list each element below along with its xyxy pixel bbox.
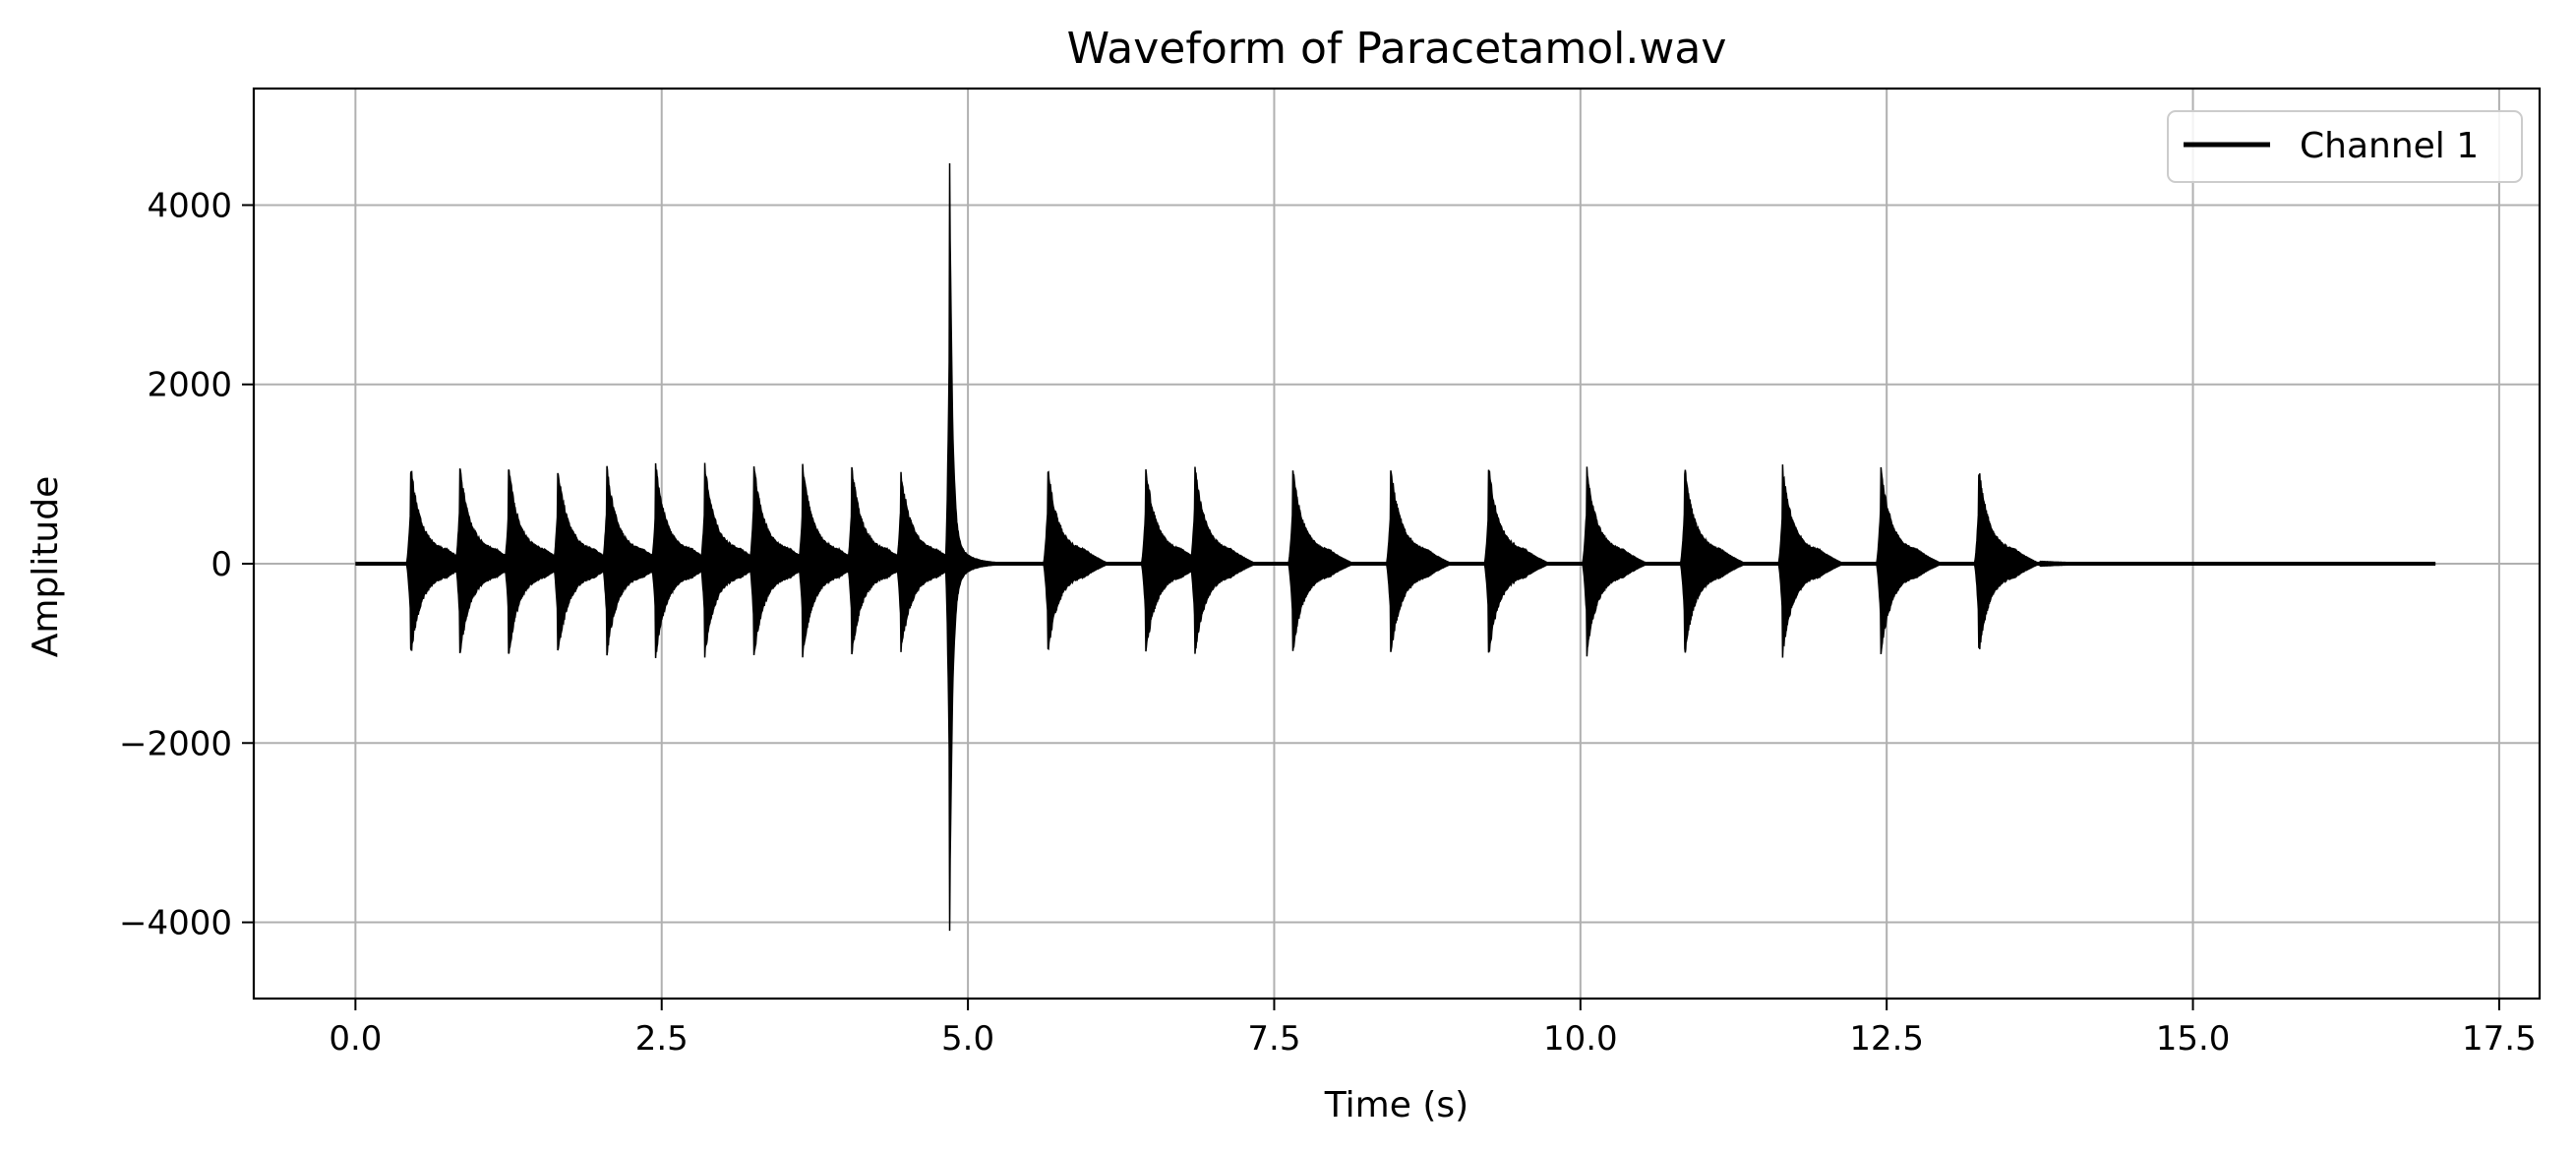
x-tick-label-1: 2.5	[635, 1019, 689, 1059]
y-tick-label-3: 2000	[147, 366, 232, 405]
x-axis-label: Time (s)	[1324, 1085, 1468, 1125]
x-tick-label-3: 7.5	[1247, 1019, 1300, 1059]
axes-frame	[252, 87, 2542, 1001]
x-tick-label-6: 15.0	[2156, 1019, 2231, 1059]
x-tick-label-4: 10.0	[1543, 1019, 1618, 1059]
x-tick-label-2: 5.0	[941, 1019, 994, 1059]
legend-box	[2167, 110, 2523, 183]
axis-ticks: 0.0 2.5 5.0 7.5 10.0 12.5 15.0 17.5 −4000 −2000 0 2…	[119, 186, 2537, 1059]
x-tick-label-5: 12.5	[1849, 1019, 1924, 1059]
y-tick-label-2: 0	[210, 545, 232, 584]
x-tick-label-0: 0.0	[329, 1019, 382, 1059]
x-tick-label-7: 17.5	[2462, 1019, 2537, 1059]
y-axis-label: Amplitude	[26, 476, 66, 657]
y-tick-label-4: 4000	[147, 186, 232, 225]
y-tick-label-0: −4000	[119, 904, 232, 943]
waveform-envelope-channel-1	[355, 162, 2436, 932]
waveform-series	[355, 162, 2436, 932]
legend: Channel 1	[2167, 110, 2523, 183]
chart-title: Waveform of Paracetamol.wav	[1067, 24, 1727, 74]
y-tick-label-1: −2000	[119, 724, 232, 763]
legend-label-channel-1: Channel 1	[2300, 126, 2479, 166]
